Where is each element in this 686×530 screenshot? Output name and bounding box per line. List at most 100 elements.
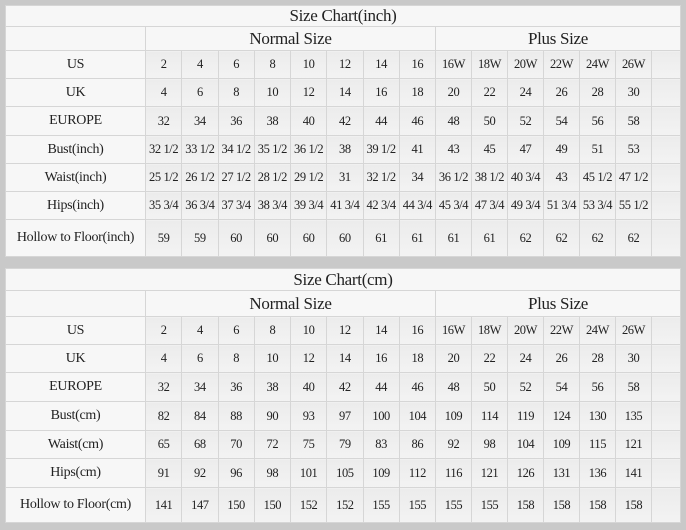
size-cell: 16 — [398, 50, 437, 79]
size-chart-cm: Size Chart(cm) Normal Size Plus Size US 2 4… — [5, 268, 681, 523]
size-cell: 20 — [435, 344, 472, 373]
size-cell: 34 — [181, 106, 219, 136]
size-cell: 61 — [362, 219, 400, 257]
size-cell: 35 3/4 — [144, 191, 183, 220]
size-cell: 150 — [217, 487, 255, 523]
size-cell: 48 — [435, 372, 472, 402]
size-cell: 68 — [181, 430, 219, 459]
size-cell: 16W — [435, 316, 472, 345]
table-row: Hips(inch) 35 3/4 36 3/4 37 3/4 38 3/4 39 3/4… — [5, 191, 681, 220]
size-cell: 155 — [398, 487, 437, 523]
row-label: Bust(inch) — [5, 135, 146, 164]
size-cell: 114 — [471, 401, 508, 431]
size-cell: 92 — [435, 430, 472, 459]
empty-cell — [651, 344, 681, 373]
size-cell: 16W — [435, 50, 472, 79]
size-cell: 49 3/4 — [507, 191, 544, 220]
size-cell: 155 — [471, 487, 508, 523]
size-cell: 40 — [289, 372, 328, 402]
size-cell: 62 — [507, 219, 544, 257]
size-cell: 32 1/2 — [144, 135, 183, 164]
size-cell: 12 — [326, 316, 364, 345]
empty-cell — [651, 316, 681, 345]
table-row: Waist(inch) 25 1/2 26 1/2 27 1/2 28 1/2 29 1/… — [5, 163, 681, 192]
size-cell: 60 — [326, 219, 364, 257]
size-cell: 109 — [543, 430, 580, 459]
size-cell: 20W — [507, 50, 544, 79]
plus-size-header: Plus Size — [435, 26, 681, 51]
size-cell: 4 — [144, 78, 183, 107]
size-cell: 44 — [362, 372, 400, 402]
size-cell: 47 3/4 — [471, 191, 508, 220]
size-cell: 4 — [144, 344, 183, 373]
size-cell: 70 — [217, 430, 255, 459]
size-cell: 98 — [253, 458, 292, 488]
table-row: UK 4 6 8 10 12 14 16 18 20 22 24 26 28 30 — [5, 344, 681, 373]
row-label: UK — [5, 78, 146, 107]
size-cell: 34 — [398, 163, 437, 192]
size-cell: 43 — [435, 135, 472, 164]
size-cell: 28 — [579, 78, 616, 107]
size-cell: 158 — [543, 487, 580, 523]
size-cell: 36 1/2 — [435, 163, 472, 192]
row-label: Waist(cm) — [5, 430, 146, 459]
size-cell: 84 — [181, 401, 219, 431]
size-cell: 42 — [326, 372, 364, 402]
row-label: EUROPE — [5, 372, 146, 402]
size-cell: 6 — [217, 50, 255, 79]
size-cell: 12 — [289, 344, 328, 373]
table-row: US 2 4 6 8 10 12 14 16 16W 18W 20W 22W 24W 26W — [5, 316, 681, 345]
table-row: Hollow to Floor(cm) 141 147 150 150 152 152 155… — [5, 487, 681, 523]
size-cell: 47 1/2 — [615, 163, 652, 192]
size-cell: 26W — [615, 316, 652, 345]
size-cell: 39 1/2 — [362, 135, 400, 164]
size-cell: 6 — [181, 78, 219, 107]
size-cell: 6 — [181, 344, 219, 373]
size-cell: 34 — [181, 372, 219, 402]
row-label: UK — [5, 344, 146, 373]
size-cell: 54 — [543, 106, 580, 136]
size-cell: 150 — [253, 487, 292, 523]
size-cell: 4 — [181, 316, 219, 345]
size-cell: 49 — [543, 135, 580, 164]
size-cell: 90 — [253, 401, 292, 431]
size-cell: 36 — [217, 106, 255, 136]
size-cell: 44 3/4 — [398, 191, 437, 220]
size-cell: 116 — [435, 458, 472, 488]
size-cell: 36 — [217, 372, 255, 402]
size-cell: 51 3/4 — [543, 191, 580, 220]
size-cell: 8 — [253, 50, 292, 79]
size-cell: 136 — [579, 458, 616, 488]
size-cell: 37 3/4 — [217, 191, 255, 220]
size-cell: 31 — [326, 163, 364, 192]
size-cell: 126 — [507, 458, 544, 488]
size-cell: 20W — [507, 316, 544, 345]
size-cell: 2 — [144, 50, 183, 79]
size-cell: 33 1/2 — [181, 135, 219, 164]
table-row: Bust(cm) 82 84 88 90 93 97 100 104 109 114 119 124 13… — [5, 401, 681, 431]
size-cell: 96 — [217, 458, 255, 488]
size-cell: 60 — [217, 219, 255, 257]
size-cell: 24W — [579, 316, 616, 345]
size-cell: 38 — [253, 106, 292, 136]
size-cell: 83 — [362, 430, 400, 459]
size-cell: 104 — [507, 430, 544, 459]
size-cell: 91 — [144, 458, 183, 488]
size-cell: 58 — [615, 372, 652, 402]
size-cell: 158 — [615, 487, 652, 523]
size-cell: 55 1/2 — [615, 191, 652, 220]
size-cell: 86 — [398, 430, 437, 459]
table-row: Hips(cm) 91 92 96 98 101 105 109 112 116 121 126 131… — [5, 458, 681, 488]
row-label: Hollow to Floor(cm) — [5, 487, 146, 523]
size-cell: 124 — [543, 401, 580, 431]
size-cell: 16 — [362, 78, 400, 107]
empty-cell — [651, 78, 681, 107]
size-cell: 40 — [289, 106, 328, 136]
size-cell: 38 1/2 — [471, 163, 508, 192]
size-cell: 18W — [471, 316, 508, 345]
size-cell: 155 — [435, 487, 472, 523]
size-cell: 104 — [398, 401, 437, 431]
size-cell: 26W — [615, 50, 652, 79]
size-cell: 45 3/4 — [435, 191, 472, 220]
size-cell: 6 — [217, 316, 255, 345]
